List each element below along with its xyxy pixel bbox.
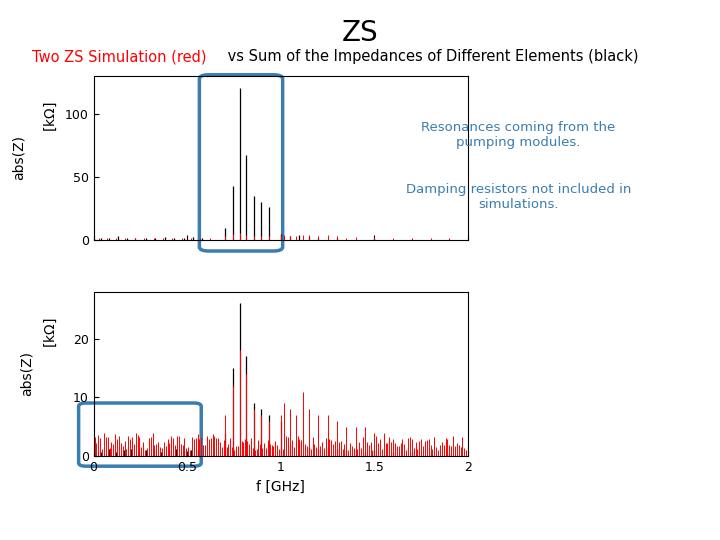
Y-axis label: abs(Z): abs(Z) [20, 352, 34, 396]
X-axis label: f [GHz]: f [GHz] [256, 480, 305, 494]
Text: Resonances coming from the
pumping modules.: Resonances coming from the pumping modul… [421, 121, 616, 149]
Text: Damping resistors not included in
simulations.: Damping resistors not included in simula… [405, 183, 631, 211]
Y-axis label: abs(Z): abs(Z) [12, 136, 26, 180]
Text: vs Sum of the Impedances of Different Elements (black): vs Sum of the Impedances of Different El… [223, 49, 639, 64]
Text: Two ZS Simulation (red): Two ZS Simulation (red) [32, 49, 207, 64]
Text: [k$\Omega$]: [k$\Omega$] [42, 318, 59, 348]
Text: [k$\Omega$]: [k$\Omega$] [42, 102, 59, 132]
Text: ZS: ZS [342, 19, 378, 47]
